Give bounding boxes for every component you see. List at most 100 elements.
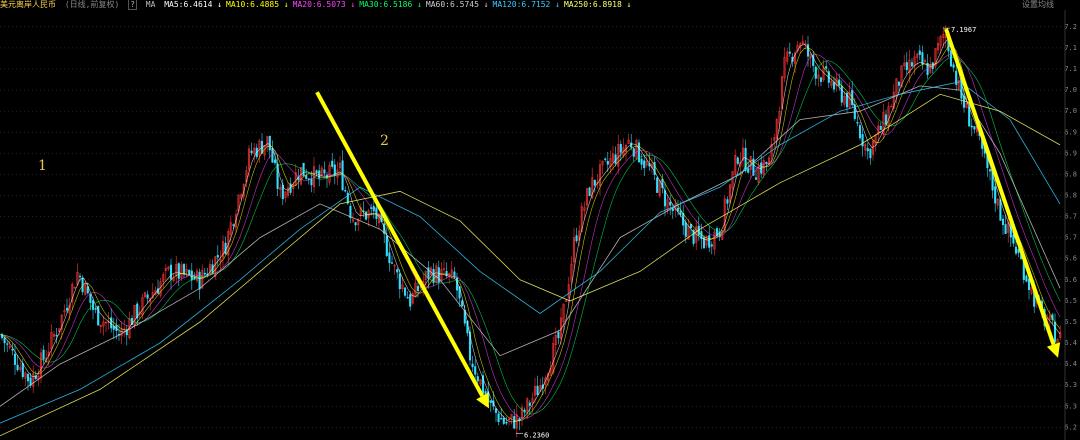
candle-body (897, 81, 901, 86)
candlestick-chart: 7.2 7.1 7.1 7.0 7.0 6.9 6.9 6.8 6.8 6.7 6.7 6.6 6.6 6… (0, 10, 1077, 440)
candle-body (185, 268, 188, 273)
candle-body (320, 167, 323, 176)
y-tick-label: 7.1 (1064, 65, 1077, 73)
candle-body (167, 266, 170, 270)
candle-body (567, 284, 570, 298)
ma-legend-item: MA10:6.4885 ↓ (226, 0, 289, 9)
candle-body (869, 148, 872, 159)
candle-body (305, 175, 308, 179)
extreme-price-label: 7.1967 (951, 26, 976, 34)
candle-body (232, 224, 235, 226)
candle-body (825, 66, 828, 69)
candle-body (409, 294, 412, 307)
candle-body (175, 264, 178, 277)
candle-body (606, 160, 609, 165)
candle-body (221, 241, 225, 258)
candle-body (364, 211, 368, 220)
candle-body (203, 272, 206, 275)
wave-label: 1 (38, 158, 47, 174)
candle-body (346, 192, 349, 204)
candle-body (323, 169, 326, 174)
settings-button[interactable]: 设置均线 (1022, 0, 1054, 9)
candle-body (458, 286, 461, 299)
y-tick-label: 7.0 (1064, 86, 1077, 94)
candle-body (315, 170, 318, 174)
ma-line-ma120 (0, 81, 1061, 424)
y-tick-label: 6.9 (1064, 149, 1077, 157)
candle-body (403, 287, 407, 296)
candle-body (939, 35, 942, 46)
candle-body (684, 222, 687, 237)
ma-line-ma30 (0, 56, 1061, 415)
candle-body (71, 284, 74, 303)
candle-body (884, 114, 888, 125)
candle-body (195, 270, 199, 281)
candle-body (377, 213, 381, 224)
candle-body (234, 214, 238, 228)
ma-legend-item: MA250:6.8918 ↓ (563, 0, 632, 9)
candle-body (744, 147, 747, 172)
candle-body (42, 349, 45, 360)
candle-body (988, 169, 992, 172)
candle-body (552, 343, 555, 373)
candle-body (952, 64, 955, 68)
y-tick-label: 6.8 (1064, 191, 1077, 199)
candle-body (138, 311, 141, 315)
candle-body (757, 166, 760, 183)
candle-body (728, 184, 732, 203)
candle-body (1053, 321, 1057, 343)
candle-body (708, 235, 711, 248)
candle-body (1012, 234, 1015, 244)
y-tick-label: 7.2 (1064, 23, 1077, 31)
candle-body (942, 34, 945, 38)
candle-body (752, 158, 755, 176)
candle-body (1059, 332, 1062, 338)
candle-body (169, 264, 173, 280)
candle-body (533, 385, 537, 396)
candle-body (328, 164, 331, 183)
candle-body (604, 158, 607, 160)
candle-body (310, 178, 313, 186)
candle-body (705, 236, 708, 246)
candle-body (702, 237, 706, 249)
candle-body (120, 328, 123, 337)
candle-body (250, 150, 253, 154)
candle-body (676, 207, 680, 212)
candle-body (198, 271, 201, 290)
candle-body (908, 59, 911, 73)
candle-body (351, 219, 355, 222)
candle-body (201, 269, 204, 289)
candle-body (653, 162, 656, 175)
candle-body (601, 160, 604, 166)
candle-body (666, 199, 669, 211)
candle-body (848, 92, 851, 108)
candle-body (715, 228, 719, 236)
candle-body (188, 269, 191, 275)
candle-body (1056, 339, 1059, 343)
candle-body (385, 235, 388, 256)
y-tick-label: 6.7 (1064, 234, 1077, 242)
candle-body (767, 157, 771, 165)
candle-body (99, 324, 102, 328)
candle-body (572, 237, 576, 263)
candle-body (588, 187, 591, 196)
ma-line-ma60 (0, 85, 1061, 407)
wave-label: 2 (380, 133, 389, 149)
candle-body (177, 263, 180, 279)
trend-arrow-head (476, 392, 489, 409)
candle-body (994, 186, 997, 204)
help-icon[interactable]: ? (128, 0, 137, 10)
candle-body (393, 265, 396, 267)
candle-body (554, 334, 557, 346)
candle-body (856, 122, 859, 124)
y-tick-label: 6.6 (1064, 276, 1077, 284)
candle-body (411, 293, 414, 304)
candle-body (526, 398, 529, 412)
candle-body (796, 45, 799, 52)
candle-body (162, 274, 165, 283)
candles (0, 25, 1062, 438)
candle-body (497, 413, 500, 423)
candle-body (635, 139, 638, 159)
candle-body (468, 331, 472, 361)
candle-body (445, 271, 448, 276)
